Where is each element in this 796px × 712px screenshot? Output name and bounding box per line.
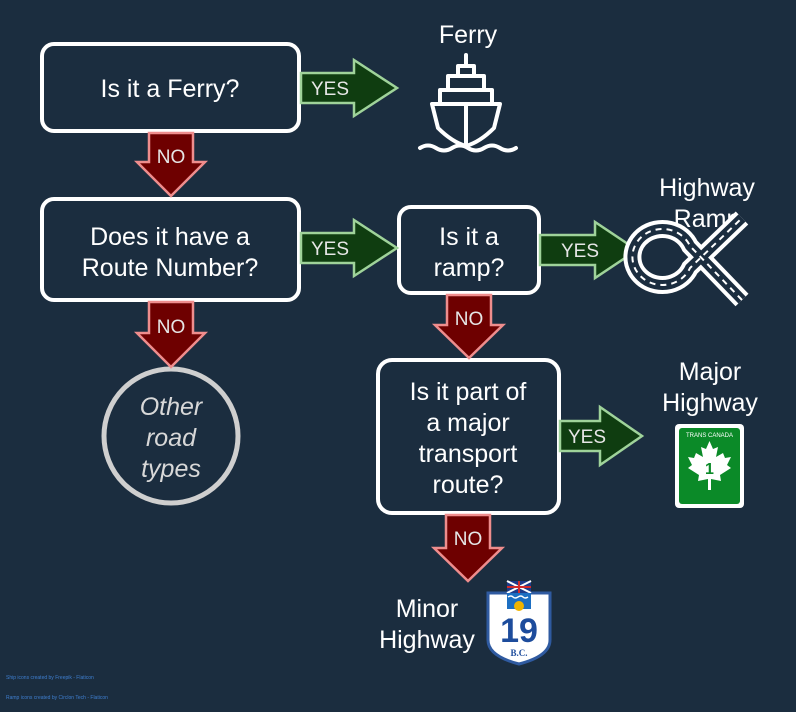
minor-outcome-label-2: Highway (379, 626, 475, 654)
no-arrow-major: NO (430, 513, 506, 583)
yes-label: YES (561, 241, 599, 262)
other-line-1: Other (140, 393, 204, 421)
no-arrow-ferry: NO (133, 131, 209, 198)
ramp-outcome-label-1: Highway (659, 174, 755, 202)
other-road-types-node: Other road types (101, 366, 241, 506)
other-line-3: types (141, 455, 201, 483)
ramp-icon-credit: Ramp icons created by Circlon Tech - Fla… (6, 695, 108, 701)
no-label: NO (455, 309, 484, 330)
route-number-question-node: Does it have a Route Number? (40, 197, 301, 302)
no-arrow-route: NO (133, 300, 209, 369)
ship-icon-credit: Ship icons created by Freepik - Flaticon (6, 675, 94, 681)
ramp-question-line-2: ramp? (434, 254, 505, 282)
shield-number: 1 (705, 461, 714, 478)
ferry-question-node: Is it a Ferry? (40, 42, 301, 133)
route-question-line-1: Does it have a (90, 223, 250, 251)
ramp-question-node: Is it a ramp? (397, 205, 541, 295)
ferry-outcome-label: Ferry (439, 21, 498, 49)
major-route-question-node: Is it part of a major transport route? (376, 358, 561, 515)
major-question-line-1: Is it part of (410, 378, 527, 406)
highway-ramp-icon (623, 211, 749, 307)
other-line-2: road (146, 424, 197, 452)
ramp-question-line-1: Is it a (439, 223, 499, 251)
major-question-line-2: a major (426, 409, 509, 437)
no-arrow-ramp: NO (431, 293, 507, 360)
bc-shield-sub: B.C. (510, 648, 527, 658)
major-question-line-3: transport (419, 440, 518, 468)
major-outcome-label-2: Highway (662, 389, 758, 417)
major-outcome-label-1: Major (679, 358, 742, 386)
bc-highway-shield-icon: 19 B.C. (486, 580, 552, 666)
major-question-line-4: route? (433, 471, 504, 499)
shield-heading: TRANS CANADA (686, 433, 733, 439)
ferry-question-text: Is it a Ferry? (101, 75, 240, 103)
yes-label: YES (311, 79, 349, 100)
no-label: NO (157, 317, 186, 338)
no-label: NO (157, 147, 186, 168)
no-label: NO (454, 529, 483, 550)
yes-label: YES (311, 239, 349, 260)
yes-arrow-major: YES (558, 404, 645, 468)
bc-shield-number: 19 (500, 612, 538, 650)
yes-label: YES (568, 427, 606, 448)
ship-icon (418, 53, 518, 153)
yes-arrow-route: YES (299, 217, 400, 279)
route-question-line-2: Route Number? (82, 254, 258, 282)
yes-arrow-ramp: YES (538, 219, 640, 281)
minor-outcome-label-1: Minor (396, 595, 459, 623)
trans-canada-shield-icon: TRANS CANADA 1 (675, 424, 744, 508)
yes-arrow-ferry: YES (299, 57, 400, 119)
